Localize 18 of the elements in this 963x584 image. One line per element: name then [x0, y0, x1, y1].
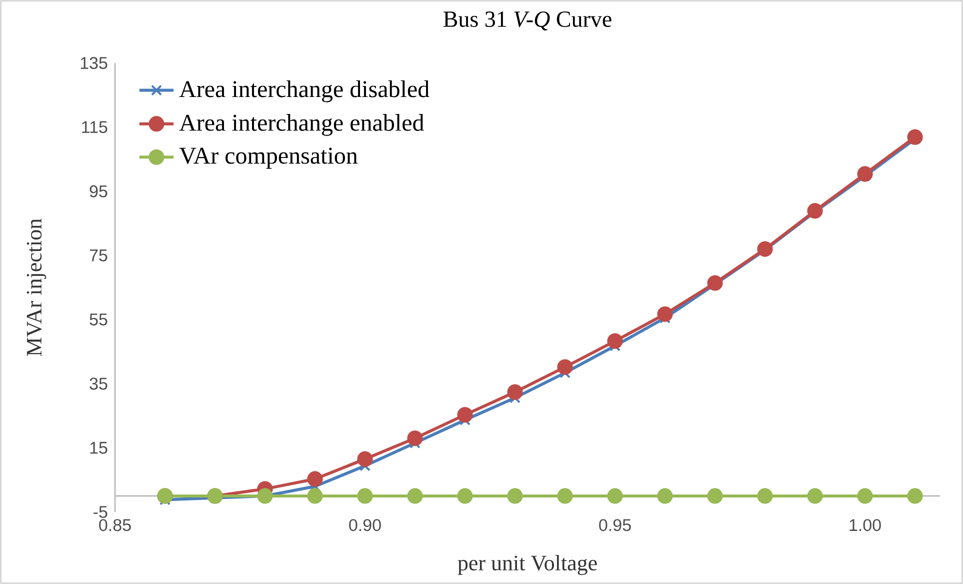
chart-title: Bus 31 V-Q Curve	[444, 12, 612, 30]
legend-label: Area interchange disabled	[179, 80, 430, 102]
x-tick-label: 1.00	[850, 519, 881, 532]
y-tick-label: 95	[90, 185, 108, 198]
y-tick-label: 115	[82, 121, 108, 134]
y-tick-label: 35	[90, 378, 108, 390]
legend-label: Area interchange enabled	[179, 114, 424, 136]
x-tick-label: 0.85	[99, 519, 131, 532]
x-tick-label: 0.95	[599, 519, 631, 532]
y-tick-label: -5	[94, 506, 108, 518]
y-axis-title: MVAr injection	[26, 218, 46, 356]
x-axis-title: per unit Voltage	[458, 555, 597, 575]
legend-label: VAr compensation	[179, 148, 358, 169]
y-tick-label: 75	[90, 249, 108, 262]
y-tick-label: 55	[90, 314, 108, 326]
y-tick-label: 135	[80, 56, 108, 70]
y-tick-label: 15	[90, 442, 108, 454]
x-tick-label: 0.90	[349, 519, 381, 532]
